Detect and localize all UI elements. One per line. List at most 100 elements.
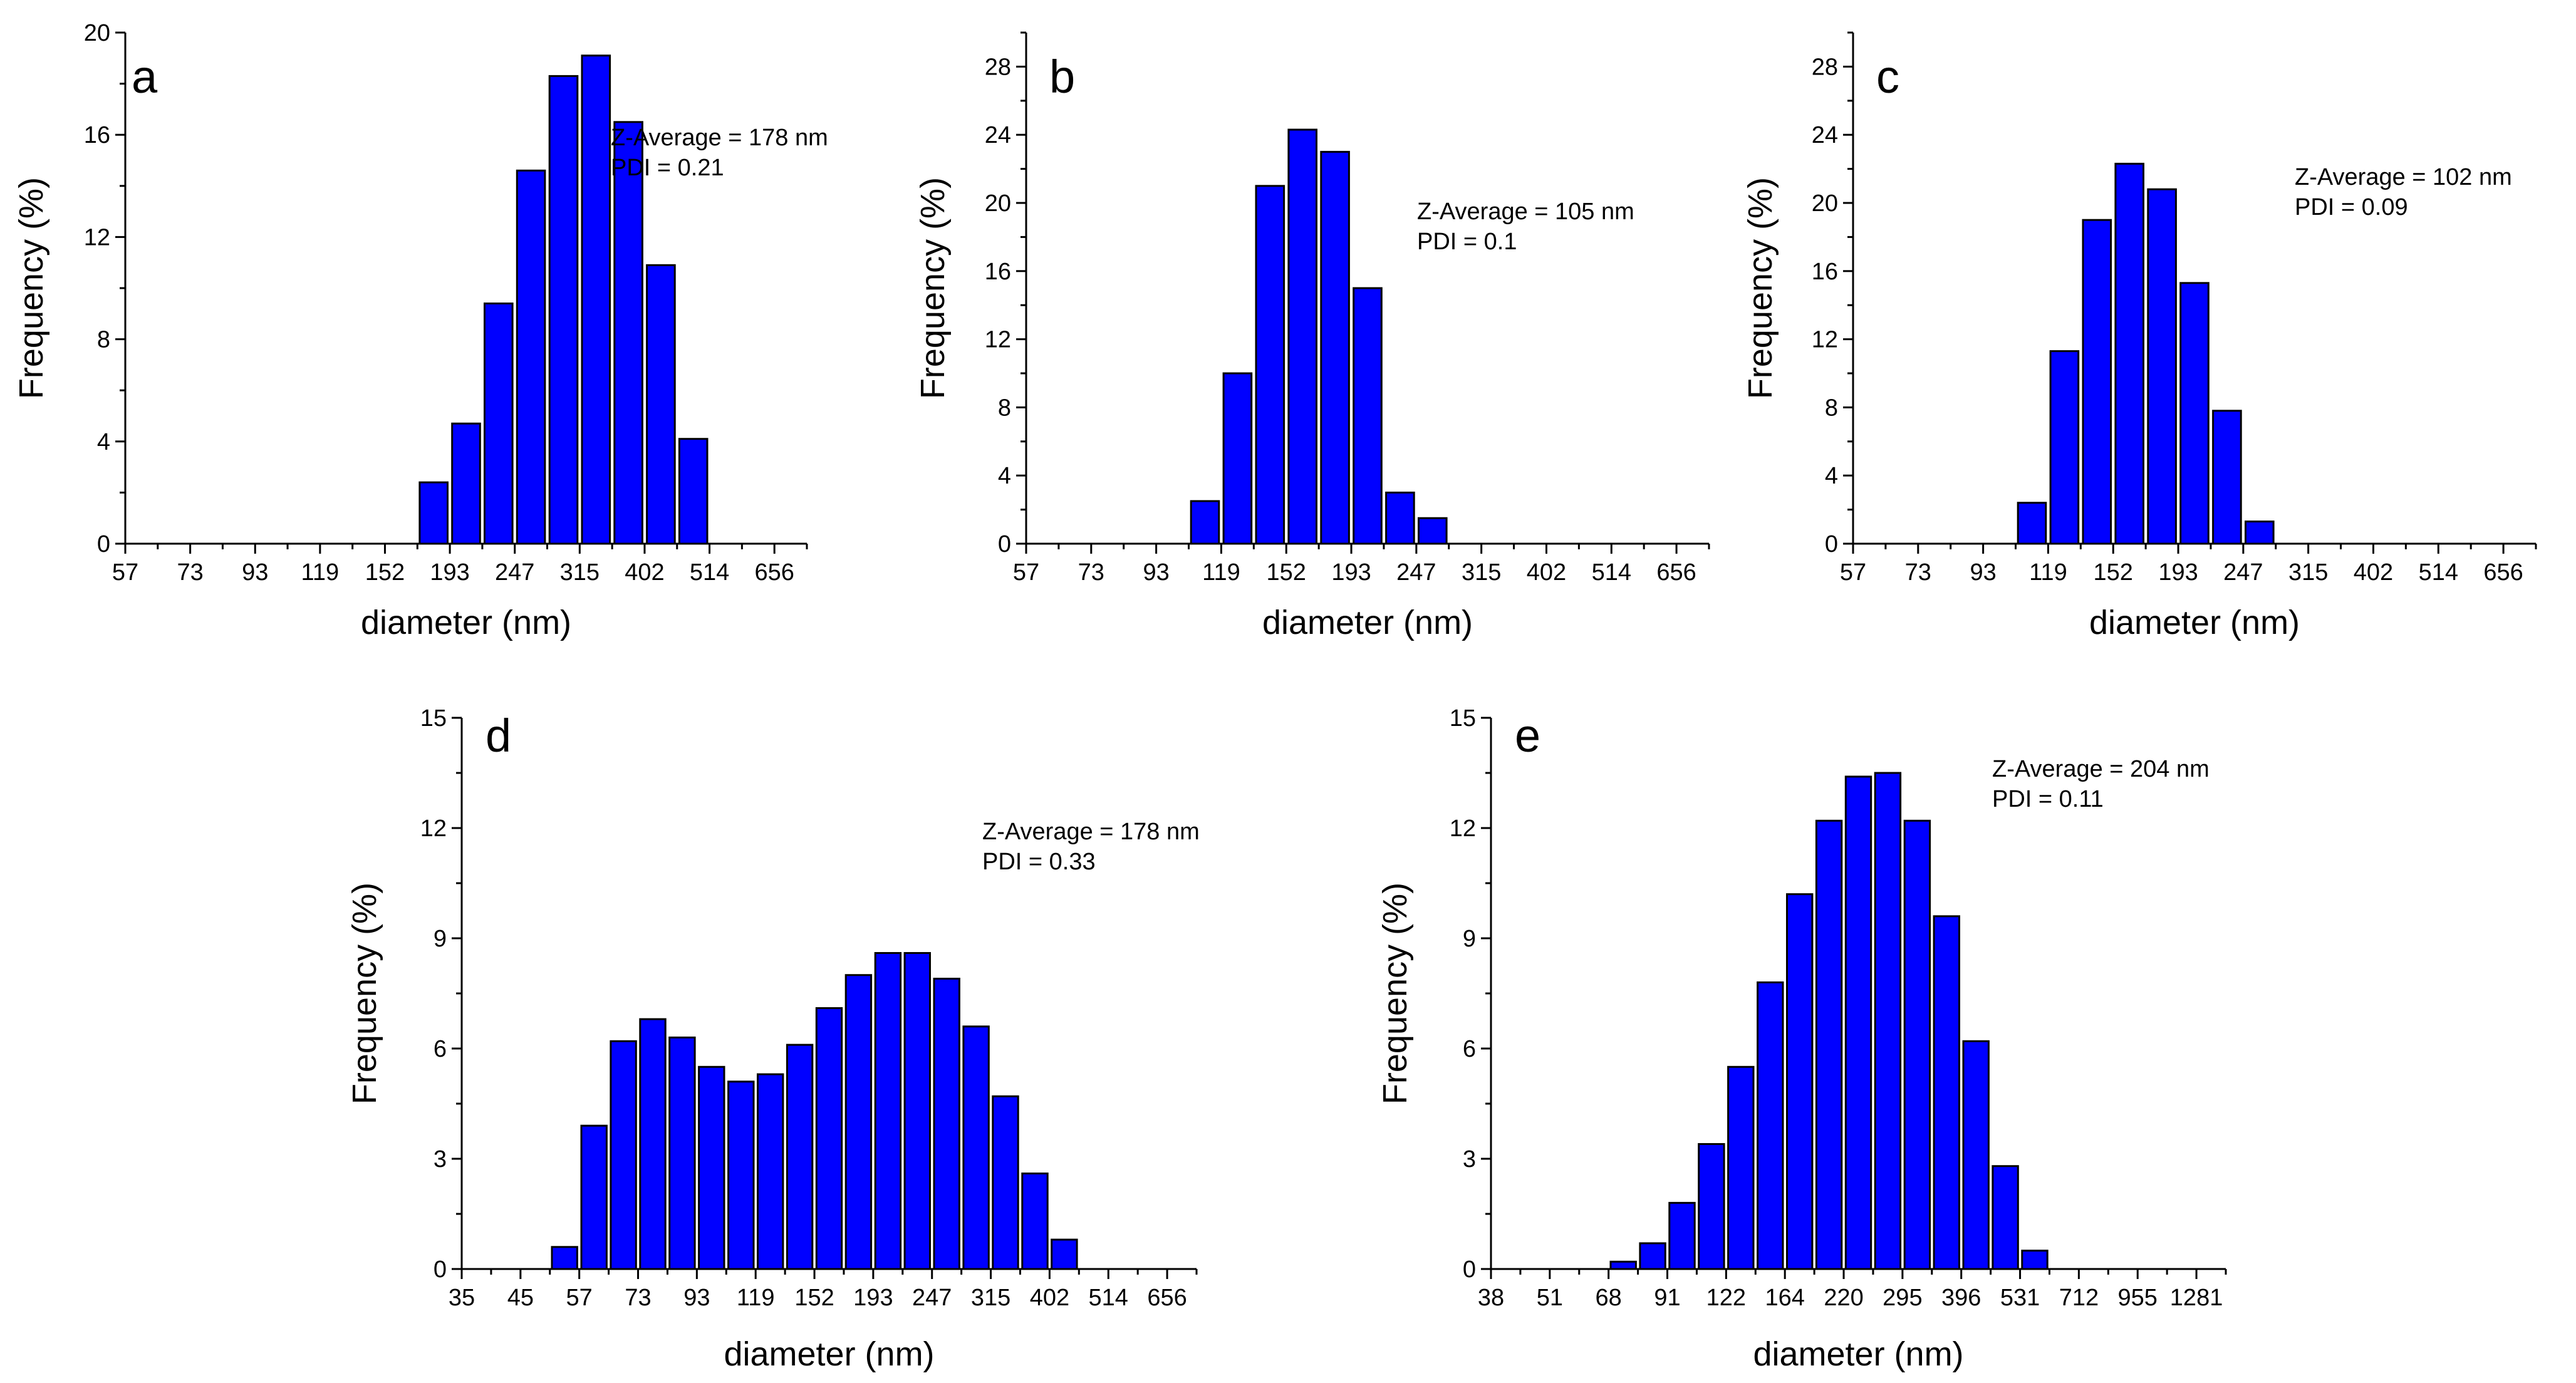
y-axis-title: Frequency (%) (1376, 883, 1414, 1104)
x-axis-title: diameter (nm) (1753, 1335, 1963, 1373)
y-tick-label: 8 (1825, 395, 1838, 421)
x-tick-label: 91 (1654, 1285, 1680, 1311)
chart-panel-d: 0 3 6 9 12 15 35 45 57 73 93 119 152 193 247 315 402 514 6… (346, 705, 1200, 1373)
x-tick-label: 712 (2059, 1285, 2099, 1311)
pdi-annotation: PDI = 0.11 (1992, 786, 2104, 812)
x-tick-label: 119 (1202, 559, 1240, 586)
x-tick-label: 193 (853, 1285, 893, 1311)
panel-label: a (132, 51, 158, 103)
chart-panel-c: 0 4 8 12 16 20 24 28 57 73 93 119 152 193 247 315 402 514… (1742, 31, 2537, 641)
bar-e-1 (1609, 1260, 1637, 1270)
x-tick-label: 57 (112, 559, 138, 586)
x-tick-label: 531 (2000, 1285, 2040, 1311)
x-tick-label: 93 (242, 559, 268, 586)
panel-label: c (1876, 51, 1899, 103)
x-tick-label: 119 (301, 559, 340, 586)
bar-e-3 (1668, 1201, 1696, 1270)
x-tick-label: 73 (1078, 559, 1104, 586)
pdi-annotation: PDI = 0.33 (982, 849, 1096, 875)
y-tick-label: 12 (84, 224, 110, 251)
y-tick-label: 0 (1463, 1256, 1476, 1283)
x-tick-label: 315 (1462, 559, 1501, 586)
z-average-annotation: Z-Average = 178 nm (611, 125, 828, 151)
x-tick-label: 152 (365, 559, 405, 586)
bar-e-2 (1639, 1242, 1666, 1270)
x-tick-label: 1281 (2170, 1285, 2223, 1311)
x-tick-label: 122 (1706, 1285, 1746, 1311)
x-tick-label: 93 (1143, 559, 1169, 586)
bar-d-1 (551, 1246, 578, 1270)
bar-a-3 (484, 303, 514, 545)
pdi-annotation: PDI = 0.1 (1417, 229, 1517, 255)
y-tick-label: 12 (1812, 327, 1838, 353)
y-tick-label: 4 (998, 463, 1011, 489)
x-tick-label: 514 (1089, 1285, 1128, 1311)
chart-panel-e: 0 3 6 9 12 15 38 51 68 91 122 164 220 295 396 531 712 955… (1376, 705, 2227, 1373)
y-tick-label: 8 (97, 327, 110, 353)
y-tick-label: 4 (1825, 463, 1838, 489)
bar-a-1 (418, 481, 449, 545)
y-tick-label: 12 (985, 327, 1011, 353)
bar-a-4 (516, 169, 546, 545)
x-tick-label: 514 (2419, 559, 2458, 586)
bar-b-5 (1320, 150, 1350, 545)
pdi-annotation: PDI = 0.21 (611, 155, 724, 181)
x-axis-title: diameter (nm) (1262, 604, 1473, 641)
y-tick-label: 0 (998, 531, 1011, 557)
x-tick-label: 402 (1030, 1285, 1069, 1311)
bar-e-5 (1727, 1065, 1755, 1270)
bar-d-10 (815, 1007, 843, 1270)
panel-label: d (486, 710, 511, 762)
x-tick-label: 193 (1331, 559, 1371, 586)
bar-a-2 (451, 422, 481, 545)
bar-d-8 (757, 1073, 784, 1270)
bar-e-9 (1844, 775, 1872, 1270)
x-axis-title: diameter (nm) (724, 1335, 934, 1373)
x-tick-label: 247 (2223, 559, 2263, 586)
x-tick-label: 193 (430, 559, 469, 586)
x-tick-label: 402 (2354, 559, 2393, 586)
x-tick-label: 57 (1013, 559, 1039, 586)
bar-b-8 (1418, 517, 1448, 545)
x-tick-label: 514 (690, 559, 729, 586)
y-tick-label: 12 (1450, 816, 1476, 842)
bar-d-15 (962, 1025, 990, 1270)
y-axis-title: Frequency (%) (1742, 177, 1779, 399)
bar-d-4 (639, 1018, 667, 1270)
y-tick-label: 8 (998, 395, 1011, 421)
x-tick-label: 315 (2288, 559, 2328, 586)
bar-c-2 (2049, 350, 2080, 545)
chart-panel-b: 0 4 8 12 16 20 24 28 57 73 93 119 152 193 247 315 402 514… (914, 31, 1710, 641)
bar-e-11 (1903, 819, 1931, 1270)
chart-panel-a: 0 4 8 12 16 20 57 73 93 119 152 193 247 315 402 514 656 d… (13, 20, 828, 641)
y-tick-label: 15 (420, 705, 447, 732)
x-tick-label: 35 (449, 1285, 475, 1311)
z-average-annotation: Z-Average = 204 nm (1992, 756, 2210, 782)
y-axis-title: Frequency (%) (13, 177, 50, 399)
x-tick-label: 315 (971, 1285, 1010, 1311)
x-tick-label: 396 (1941, 1285, 1981, 1311)
bar-d-18 (1051, 1238, 1078, 1270)
bar-e-13 (1962, 1040, 1990, 1270)
bar-c-6 (2179, 282, 2210, 545)
x-tick-label: 656 (2483, 559, 2523, 586)
bar-e-15 (2021, 1250, 2049, 1270)
x-tick-label: 57 (566, 1285, 593, 1311)
z-average-annotation: Z-Average = 178 nm (982, 819, 1200, 845)
y-axis-title: Frequency (%) (914, 177, 952, 399)
y-tick-label: 0 (1825, 531, 1838, 557)
bar-d-5 (668, 1036, 696, 1270)
bar-d-16 (992, 1095, 1019, 1270)
y-tick-label: 15 (1450, 705, 1476, 732)
bar-c-8 (2245, 521, 2275, 545)
bar-b-6 (1353, 287, 1383, 545)
x-tick-label: 193 (2158, 559, 2198, 586)
bar-c-3 (2082, 219, 2112, 545)
bar-d-3 (610, 1040, 637, 1270)
y-tick-label: 9 (1463, 926, 1476, 952)
bar-d-2 (580, 1124, 608, 1270)
x-tick-label: 51 (1537, 1285, 1563, 1311)
bar-b-2 (1222, 372, 1253, 545)
bar-d-14 (933, 978, 960, 1270)
